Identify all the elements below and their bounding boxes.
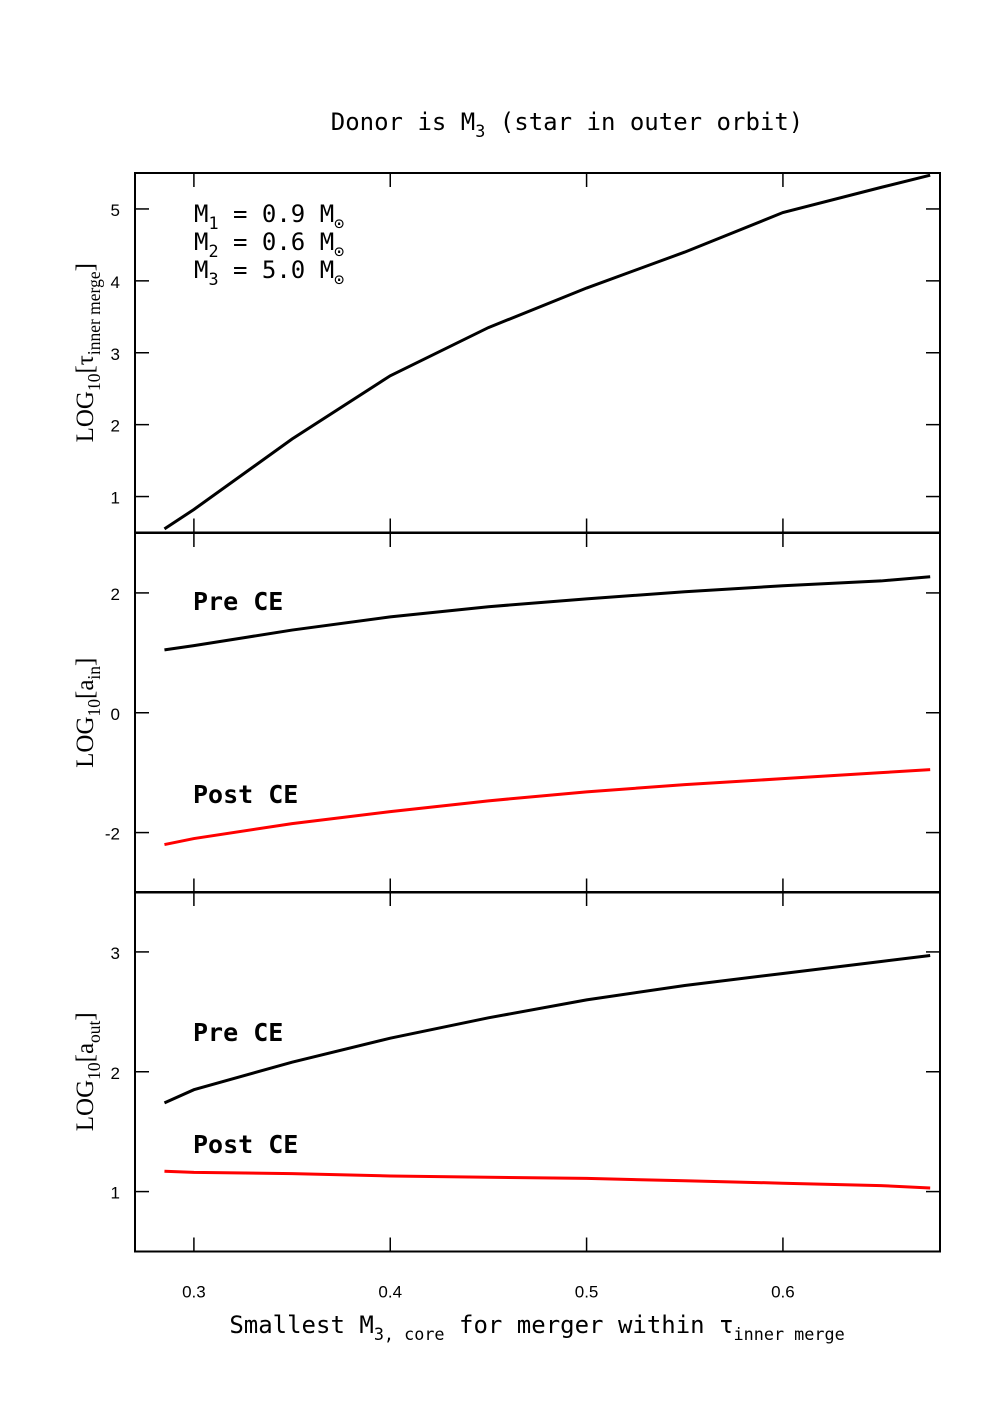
data-line <box>163 954 931 1105</box>
text-part: ⊙ <box>334 213 344 233</box>
text-part: 3 <box>475 121 485 141</box>
y-tick-label: 1 <box>111 489 120 508</box>
curve-label: Post CE <box>193 780 298 809</box>
text-part: ⊙ <box>334 241 344 261</box>
text-part: 1 <box>208 213 218 233</box>
data-line <box>164 1169 931 1190</box>
text-part: 10 <box>84 699 104 717</box>
y-tick-label: 2 <box>111 585 120 604</box>
y-tick-label: 4 <box>111 273 120 292</box>
text-part: LOG <box>72 716 99 767</box>
text-part: = 5.0 M <box>219 256 335 284</box>
text-part: [a <box>72 680 99 699</box>
text-part: inner merge <box>84 271 104 355</box>
text-part: M <box>194 200 208 228</box>
text-part: ] <box>72 1012 99 1020</box>
y-tick-label: 0 <box>111 705 120 724</box>
text-part: [τ <box>72 355 99 373</box>
text-part: (star in outer orbit) <box>485 108 803 136</box>
text-part: [a <box>72 1043 99 1062</box>
text-part: 10 <box>84 1062 104 1080</box>
text-part: = 0.6 M <box>219 228 335 256</box>
text-part: 10 <box>84 373 104 391</box>
text-part: ⊙ <box>334 269 344 289</box>
curve-label: Pre CE <box>193 587 283 616</box>
y-tick-label: 3 <box>111 345 120 364</box>
text-part: ] <box>72 263 99 271</box>
y-tick-label: 3 <box>111 944 120 963</box>
x-tick-label: 0.5 <box>575 1283 599 1302</box>
x-tick-label: 0.4 <box>378 1283 402 1302</box>
annotation: M2 = 0.6 M⊙ <box>194 228 344 261</box>
curve-label: Post CE <box>193 1130 298 1159</box>
text-part: 2 <box>208 241 218 261</box>
annotation: M1 = 0.9 M⊙ <box>194 200 344 233</box>
data-line <box>163 173 931 531</box>
x-axis-label: Smallest M3, core for merger within τinn… <box>229 1311 844 1344</box>
text-part: ] <box>72 658 99 666</box>
x-tick-label: 0.3 <box>182 1283 206 1302</box>
text-part: for merger within τ <box>445 1311 734 1339</box>
y-tick-label: 2 <box>111 417 120 436</box>
text-part: M <box>194 256 208 284</box>
data-line <box>164 575 931 652</box>
curve-label: Pre CE <box>193 1018 283 1047</box>
y-axis-label: LOG10[τinner merge] <box>72 263 104 442</box>
text-part: LOG <box>72 391 99 442</box>
text-part: 3, core <box>374 1324 445 1344</box>
annotation: M3 = 5.0 M⊙ <box>194 256 344 289</box>
text-part: inner merge <box>734 1324 845 1344</box>
text-part: LOG <box>72 1080 99 1131</box>
y-tick-label: 2 <box>111 1064 120 1083</box>
text-part: Smallest M <box>229 1311 374 1339</box>
data-line <box>164 768 931 847</box>
y-axis-label: LOG10[ain] <box>72 658 104 768</box>
text-part: Donor is M <box>331 108 476 136</box>
text-part: 3 <box>208 269 218 289</box>
chart-title: Donor is M3 (star in outer orbit) <box>331 108 804 141</box>
y-tick-label: -2 <box>105 825 120 844</box>
text-part: = 0.9 M <box>219 200 335 228</box>
y-tick-label: 1 <box>111 1184 120 1203</box>
text-part: out <box>84 1020 104 1043</box>
text-part: M <box>194 228 208 256</box>
y-tick-label: 5 <box>111 201 120 220</box>
x-tick-label: 0.6 <box>771 1283 795 1302</box>
y-axis-label: LOG10[aout] <box>72 1012 104 1131</box>
text-part: in <box>84 666 104 680</box>
